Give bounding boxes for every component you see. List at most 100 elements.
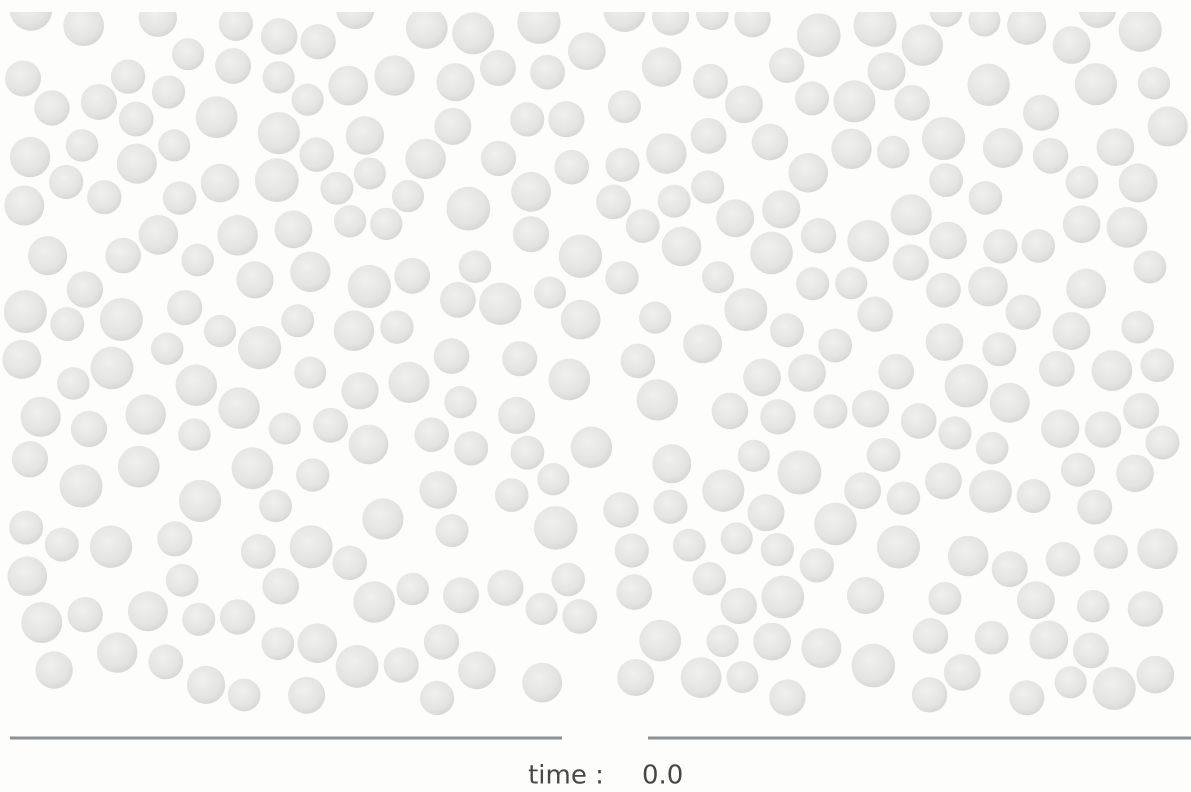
particle [434, 108, 471, 145]
particle [236, 261, 273, 298]
particle [481, 141, 516, 176]
particle [215, 48, 251, 84]
particle [621, 344, 656, 379]
particle [388, 362, 429, 403]
particle [526, 593, 558, 625]
particle [414, 417, 449, 452]
particle [219, 7, 253, 41]
particle [20, 397, 60, 437]
particle [10, 137, 50, 177]
particle [179, 480, 221, 522]
particle [204, 315, 236, 347]
particle [513, 216, 549, 252]
particle [498, 397, 535, 434]
particle [511, 436, 545, 470]
particle [813, 394, 847, 428]
particle [217, 215, 258, 256]
particle [681, 657, 722, 698]
particle [983, 229, 1017, 263]
particle [269, 413, 301, 445]
particle [172, 38, 204, 70]
particle [511, 172, 551, 212]
particle [894, 85, 930, 121]
particle [394, 258, 430, 294]
particle [336, 645, 379, 688]
particle [100, 298, 143, 341]
particle [1053, 26, 1091, 64]
particle [232, 447, 274, 489]
particle [1133, 251, 1166, 284]
particle [948, 536, 989, 577]
particle [683, 324, 722, 363]
particle [992, 551, 1028, 587]
particle [922, 117, 965, 160]
particle [814, 503, 857, 546]
particle [752, 124, 789, 161]
particle [642, 47, 682, 87]
particle [299, 137, 334, 172]
particle [157, 521, 192, 556]
particle [693, 64, 728, 99]
particle [831, 129, 871, 169]
particle [743, 359, 781, 397]
particle [1009, 680, 1044, 715]
particle [975, 621, 1009, 655]
particle [34, 90, 69, 125]
particle [392, 180, 424, 212]
particle [549, 359, 591, 401]
particle [673, 529, 706, 562]
particle [479, 283, 521, 325]
particle [487, 570, 523, 606]
particle [1041, 410, 1079, 448]
particle [1066, 269, 1106, 309]
particle [66, 129, 99, 162]
particle [891, 194, 932, 235]
particle [158, 129, 190, 161]
particle [1046, 542, 1081, 577]
particle [901, 403, 937, 439]
particle [1107, 207, 1148, 248]
particle [835, 267, 867, 299]
particle [968, 267, 1008, 307]
particle [1017, 581, 1055, 619]
particle [406, 7, 448, 49]
particle [405, 139, 445, 179]
particle [281, 304, 314, 337]
particle [691, 118, 727, 154]
particle [118, 446, 160, 488]
particle [148, 645, 183, 680]
particle [938, 416, 971, 449]
particle [238, 326, 281, 369]
particle [1063, 206, 1101, 244]
particle [1061, 453, 1095, 487]
particle [662, 227, 702, 267]
particle [1148, 106, 1188, 146]
particle [867, 52, 905, 90]
particle [902, 25, 943, 66]
particle [596, 185, 631, 220]
particle [187, 666, 225, 704]
particle [605, 261, 638, 294]
particle [446, 187, 490, 231]
particle [458, 651, 496, 689]
particle [259, 490, 292, 523]
particle [615, 533, 649, 567]
particle [334, 310, 375, 351]
particle [126, 394, 166, 434]
particle [298, 623, 338, 663]
particle [1033, 138, 1069, 174]
particle [750, 232, 793, 275]
particle [290, 525, 333, 568]
particle [480, 50, 516, 86]
particle [847, 220, 889, 262]
particle [559, 235, 602, 278]
particle [128, 591, 168, 631]
particle [702, 470, 744, 512]
particle [721, 588, 757, 624]
particle [608, 90, 641, 123]
particle [1085, 411, 1121, 447]
particle [459, 250, 492, 283]
particle [562, 599, 597, 634]
particle [81, 84, 117, 120]
particle [925, 463, 962, 500]
